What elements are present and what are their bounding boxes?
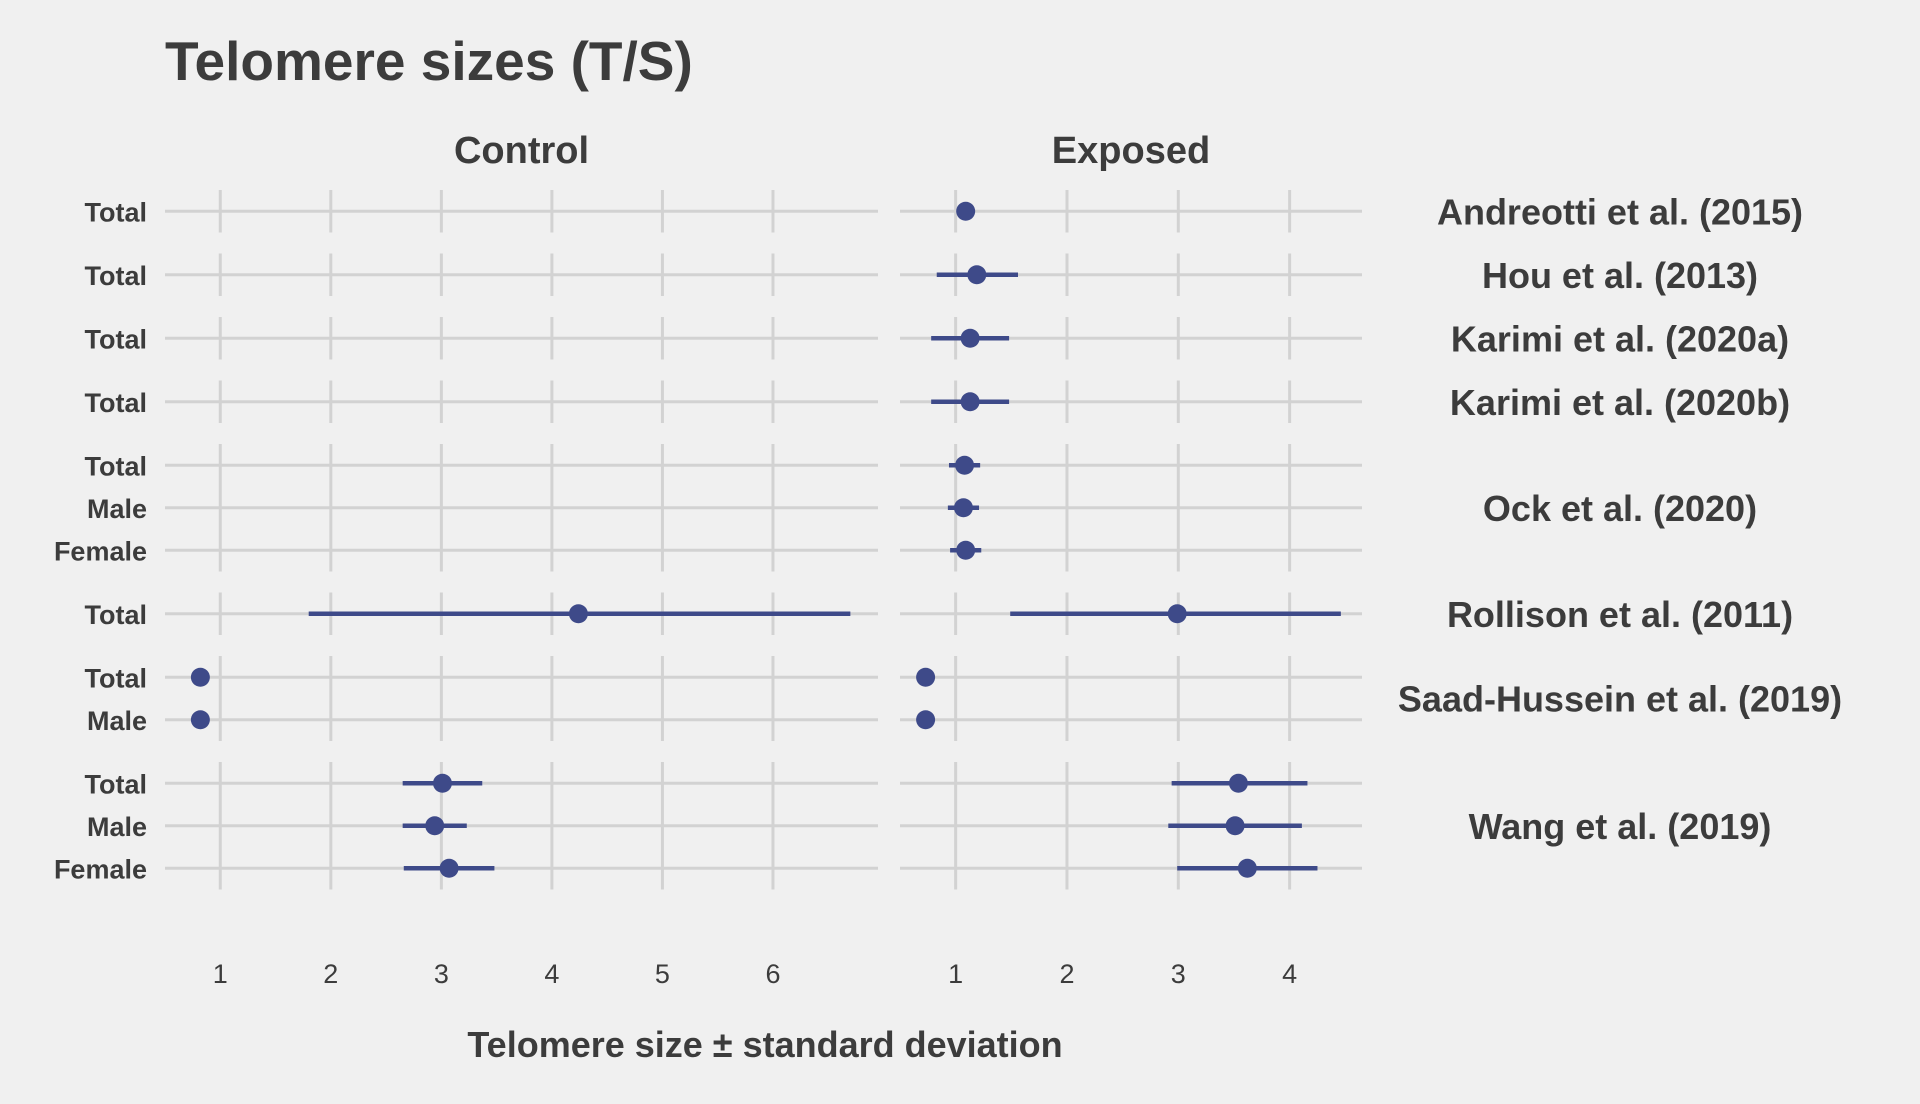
study-label: Ock et al. (2020) <box>1483 488 1757 529</box>
row-label: Male <box>87 706 147 736</box>
data-point <box>190 710 210 730</box>
data-point <box>568 604 588 624</box>
data-point <box>916 710 936 730</box>
x-tick-label: 1 <box>213 959 228 989</box>
x-tick-label: 3 <box>1171 959 1186 989</box>
data-point <box>432 773 452 793</box>
x-tick-label: 3 <box>434 959 449 989</box>
chart-title: Telomere sizes (T/S) <box>165 30 693 92</box>
row-label: Male <box>87 812 147 842</box>
row-label: Total <box>85 197 148 227</box>
row-label: Total <box>85 324 148 354</box>
study-label: Andreotti et al. (2015) <box>1437 191 1803 232</box>
row-label: Total <box>85 388 148 418</box>
data-point <box>956 201 976 221</box>
study-label: Saad-Hussein et al. (2019) <box>1398 679 1842 720</box>
data-point <box>439 858 459 878</box>
data-point <box>916 667 936 687</box>
data-point <box>953 498 973 518</box>
study-label: Karimi et al. (2020a) <box>1451 318 1789 359</box>
x-tick-label: 4 <box>544 959 559 989</box>
x-axis-label: Telomere size ± standard deviation <box>467 1024 1062 1065</box>
data-point <box>1167 604 1187 624</box>
x-tick-label: 6 <box>765 959 780 989</box>
x-tick-label: 1 <box>948 959 963 989</box>
row-label: Total <box>85 451 148 481</box>
x-tick-label: 5 <box>655 959 670 989</box>
data-point <box>960 328 980 348</box>
data-point <box>1225 816 1245 836</box>
row-label: Total <box>85 600 148 630</box>
row-label: Total <box>85 261 148 291</box>
data-point <box>960 392 980 412</box>
plot-area: Control Exposed 1 2 3 4 5 6 1 2 3 4 Andreotti et al.… <box>54 130 1842 989</box>
study-label: Karimi et al. (2020b) <box>1450 382 1790 423</box>
row-label: Female <box>54 854 147 884</box>
data-point <box>955 455 975 475</box>
row-label: Female <box>54 536 147 566</box>
data-point <box>190 667 210 687</box>
x-tick-label: 2 <box>323 959 338 989</box>
row-label: Total <box>85 769 148 799</box>
row-label: Total <box>85 663 148 693</box>
row-label: Male <box>87 494 147 524</box>
data-point <box>967 265 987 285</box>
panel-strip-exposed: Exposed <box>1052 130 1210 172</box>
x-tick-label: 2 <box>1059 959 1074 989</box>
data-point <box>956 540 976 560</box>
study-label: Rollison et al. (2011) <box>1447 594 1793 635</box>
study-label: Hou et al. (2013) <box>1482 255 1758 296</box>
x-tick-label: 4 <box>1282 959 1297 989</box>
data-point <box>1228 773 1248 793</box>
data-point <box>1237 858 1257 878</box>
data-point <box>425 816 445 836</box>
study-label: Wang et al. (2019) <box>1469 806 1772 847</box>
panel-strip-control: Control <box>454 130 589 172</box>
